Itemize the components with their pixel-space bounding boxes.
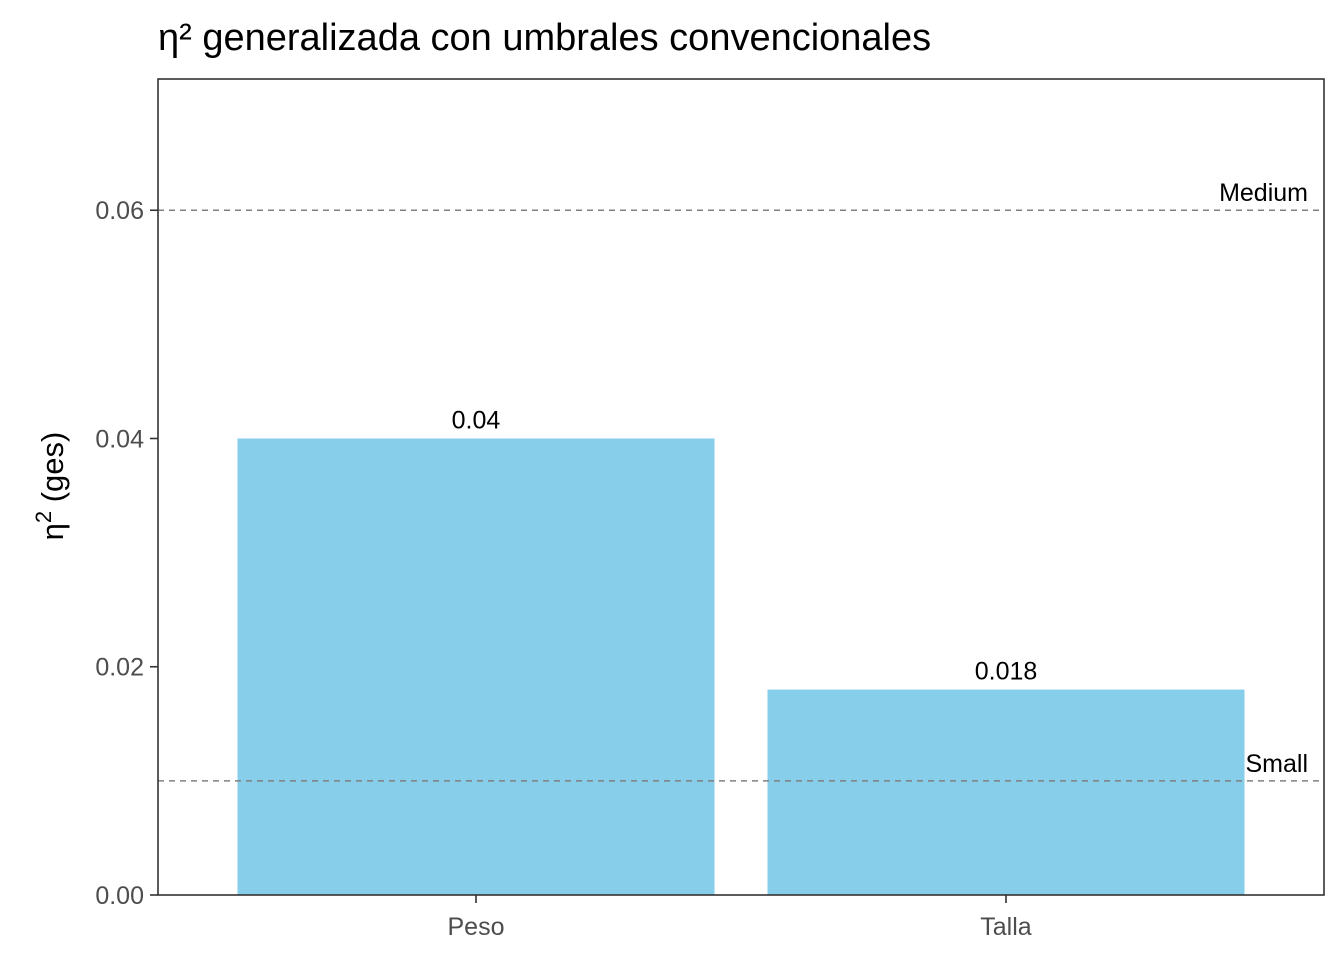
y-axis-title-superscript: 2	[31, 511, 56, 523]
y-axis-title: η2 (ges)	[31, 432, 70, 541]
svg-text:η2 (ges): η2 (ges)	[31, 432, 70, 541]
reference-label-medium: Medium	[1219, 179, 1308, 207]
y-tick-label: 0.00	[95, 882, 144, 910]
data-label-talla: 0.018	[975, 658, 1038, 686]
y-tick-label: 0.04	[95, 425, 144, 453]
y-axis-title-base: η	[35, 523, 70, 540]
reference-label-small: Small	[1245, 750, 1308, 778]
y-axis: 0.00 0.02 0.04 0.06	[95, 197, 158, 910]
x-tick-label-talla: Talla	[980, 913, 1032, 941]
reference-lines-layer: Small Medium	[158, 179, 1324, 782]
bars-layer	[237, 438, 1245, 895]
y-tick-label: 0.06	[95, 197, 144, 225]
data-labels-layer: 0.04 0.018	[452, 406, 1038, 685]
plot-panel-border	[157, 78, 1325, 896]
x-axis: Peso Talla	[448, 895, 1032, 941]
chart-title: η² generalizada con umbrales convenciona…	[158, 17, 931, 59]
data-label-peso: 0.04	[452, 406, 501, 434]
x-tick-label-peso: Peso	[448, 913, 505, 941]
y-tick-label: 0.02	[95, 654, 144, 682]
y-axis-title-rest: (ges)	[35, 432, 70, 511]
bar-talla	[767, 689, 1245, 895]
bar-peso	[237, 438, 715, 895]
